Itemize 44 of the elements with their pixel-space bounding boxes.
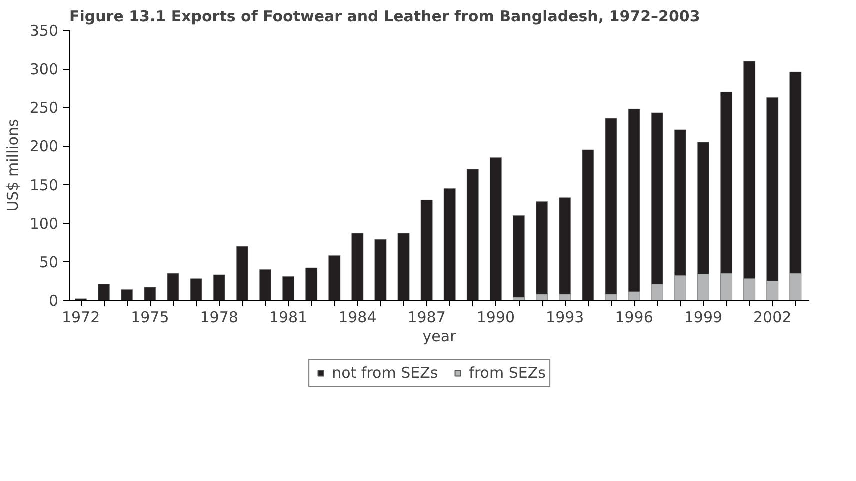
bar — [466, 169, 479, 300]
bar — [98, 284, 110, 300]
bar — [121, 289, 134, 300]
bar — [144, 287, 156, 300]
x-tick-label: 1993 — [546, 308, 584, 326]
x-tick-label: 1996 — [615, 308, 654, 326]
x-tick-label: 1984 — [338, 308, 377, 326]
bar — [420, 200, 433, 300]
bar — [513, 215, 526, 298]
legend-label: from SEZs — [469, 364, 546, 382]
bar — [190, 278, 202, 300]
bar — [398, 233, 410, 300]
bar — [282, 276, 295, 300]
y-axis-title: US$ millions — [4, 119, 22, 212]
bar — [213, 274, 226, 300]
bar — [444, 188, 456, 300]
bar — [236, 246, 248, 300]
y-tick-label: 150 — [30, 176, 59, 194]
x-tick-label: 1975 — [131, 308, 170, 326]
chart-title: Figure 13.1 Exports of Footwear and Leather from Bangladesh, 1972–2003 — [70, 8, 700, 26]
x-tick-label: 2002 — [754, 308, 792, 326]
x-tick-label: 1981 — [269, 308, 308, 326]
x-axis-title: year — [422, 328, 458, 346]
x-tick-label: 1978 — [200, 308, 238, 326]
bar — [167, 273, 180, 300]
x-tick-label: 1972 — [62, 308, 100, 326]
bar — [490, 158, 502, 300]
legend-label: not from SEZs — [332, 364, 438, 382]
bar — [328, 256, 341, 300]
x-tick-label: 1990 — [476, 308, 516, 326]
y-tick-label: 50 — [39, 253, 59, 272]
bar — [374, 239, 387, 300]
y-tick-label: 200 — [30, 138, 59, 156]
bar — [352, 233, 364, 300]
y-tick-label: 100 — [30, 214, 59, 233]
x-tick-label: 1987 — [408, 308, 446, 326]
bar — [259, 269, 272, 300]
bar — [582, 150, 594, 300]
bar — [306, 268, 318, 300]
y-tick-label: 0 — [48, 292, 59, 310]
x-tick-label: 1999 — [684, 308, 723, 326]
y-tick-label: 350 — [30, 22, 59, 40]
y-tick-label: 250 — [30, 99, 59, 118]
y-tick-label: 300 — [30, 60, 59, 79]
